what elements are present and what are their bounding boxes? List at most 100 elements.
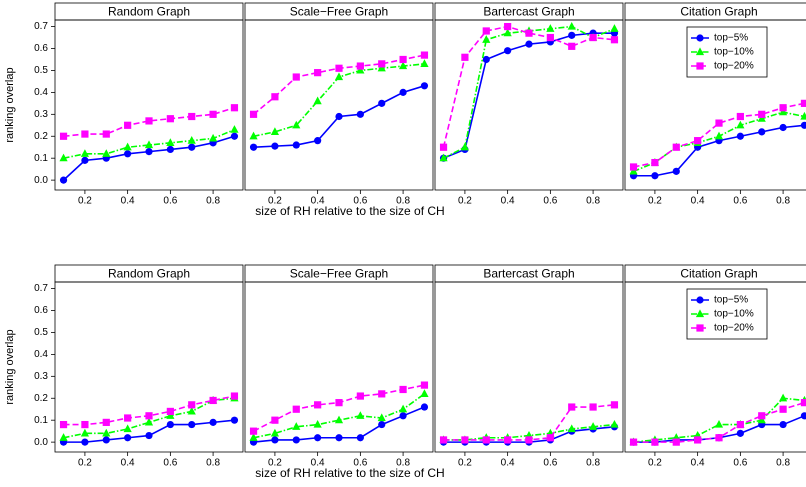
plot-frame <box>244 19 434 191</box>
data-point <box>546 33 554 42</box>
data-point <box>715 434 723 442</box>
data-point <box>800 399 806 407</box>
data-point <box>504 22 512 31</box>
legend-label: top−20% <box>714 323 754 334</box>
data-point <box>525 436 533 444</box>
data-point <box>460 142 470 151</box>
data-point <box>292 141 300 149</box>
data-point <box>651 438 659 446</box>
data-point <box>757 415 766 424</box>
data-point <box>482 436 490 444</box>
data-point <box>800 121 806 129</box>
data-point <box>610 24 619 32</box>
data-point <box>335 399 343 407</box>
data-point <box>208 133 218 142</box>
data-point <box>187 406 196 415</box>
data-point <box>334 72 344 81</box>
x-tick-label: 0.8 <box>586 196 600 207</box>
data-point <box>80 428 90 437</box>
data-point <box>378 60 386 68</box>
x-axis-label: size of RH relative to the size of CH <box>255 204 444 218</box>
plot-area <box>59 392 239 446</box>
data-point <box>420 82 429 90</box>
data-point <box>482 55 490 64</box>
data-point <box>439 153 448 162</box>
data-point <box>124 414 132 422</box>
x-tick-label: 0.4 <box>501 196 515 207</box>
x-tick-label: 0.8 <box>776 196 790 207</box>
data-point <box>546 24 555 32</box>
data-point <box>80 149 90 157</box>
panel: Random Graph 0.2 0.4 0.6 0.8 0.0 0.1 0.2 0.3 0.4 0… <box>4 2 445 218</box>
data-point <box>378 390 386 398</box>
data-point <box>757 114 766 122</box>
y-axis-label: ranking overlap <box>4 67 16 142</box>
y-tick-label: 0.0 <box>34 437 48 448</box>
data-point <box>356 110 364 118</box>
data-point <box>166 411 175 419</box>
panel: Scale−Free Graph 0.2 0.4 0.6 0.8 <box>244 264 434 469</box>
data-point <box>187 136 196 144</box>
data-point <box>145 412 153 420</box>
data-point <box>736 429 744 437</box>
series-line <box>633 397 805 443</box>
x-tick-label: 0.4 <box>501 458 515 469</box>
y-tick-label: 0.7 <box>34 21 48 32</box>
plot-area <box>249 51 429 151</box>
y-tick-label: 0.1 <box>34 415 48 426</box>
data-point <box>378 420 386 429</box>
x-tick-label: 0.6 <box>543 196 557 207</box>
data-point <box>398 404 408 413</box>
x-tick-label: 0.2 <box>78 458 92 469</box>
x-tick-label: 0.2 <box>268 458 282 469</box>
data-point <box>672 167 680 175</box>
data-point <box>314 401 322 409</box>
x-tick-label: 0.4 <box>691 196 705 207</box>
data-point <box>356 434 364 442</box>
data-point <box>736 420 744 429</box>
data-point <box>610 419 619 428</box>
x-tick-label: 0.4 <box>691 458 705 469</box>
data-point <box>249 143 258 151</box>
legend-marker <box>696 34 704 42</box>
data-point <box>59 153 68 162</box>
legend-marker <box>696 62 704 70</box>
panel-title: Scale−Free Graph <box>290 267 388 281</box>
y-tick-label: 0.3 <box>34 371 48 382</box>
legend-marker <box>695 47 705 56</box>
data-point <box>420 59 429 67</box>
data-point <box>188 112 196 121</box>
data-point <box>503 28 512 37</box>
y-tick-label: 0.5 <box>34 65 48 76</box>
plot-frame <box>434 19 624 191</box>
data-point <box>335 434 343 442</box>
data-point <box>588 422 598 430</box>
x-tick-label: 0.8 <box>206 196 220 207</box>
x-axis-label: size of RH relative to the size of CH <box>255 466 444 480</box>
data-point <box>715 119 723 127</box>
data-point <box>271 436 279 444</box>
legend-marker <box>695 309 705 318</box>
data-point <box>144 417 154 426</box>
y-tick-label: 0.1 <box>34 153 48 164</box>
panel-title: Bartercast Graph <box>483 267 574 281</box>
data-point <box>249 131 258 140</box>
data-point <box>779 405 787 413</box>
x-tick-label: 0.6 <box>353 196 367 207</box>
data-point <box>188 401 196 409</box>
data-point <box>399 385 407 394</box>
data-point <box>779 123 787 132</box>
panel-title: Random Graph <box>108 267 190 281</box>
data-point <box>356 392 364 400</box>
data-point <box>166 420 174 429</box>
x-tick-label: 0.6 <box>733 196 747 207</box>
data-point <box>145 117 153 125</box>
series-line <box>253 384 425 432</box>
x-tick-label: 0.2 <box>268 196 282 207</box>
y-tick-label: 0.3 <box>34 109 48 120</box>
data-point <box>736 112 744 121</box>
data-point <box>420 389 429 397</box>
plot-area <box>629 393 806 446</box>
